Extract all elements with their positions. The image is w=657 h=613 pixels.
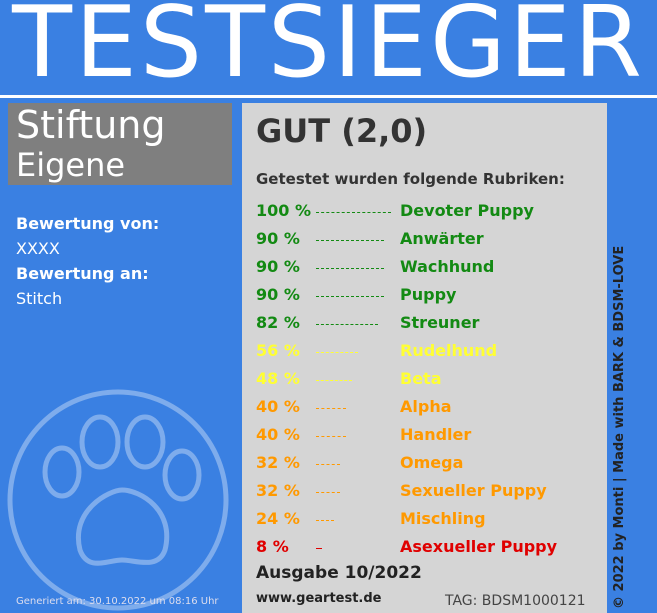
category: Streuner xyxy=(400,313,480,332)
category: Wachhund xyxy=(400,257,495,276)
percent: 48 % xyxy=(256,369,300,388)
divider xyxy=(0,95,657,98)
category: Rudelhund xyxy=(400,341,498,360)
score-dash xyxy=(316,380,352,381)
side-note: © 2022 by Monti | Made with BARK & BDSM-… xyxy=(612,245,627,609)
percent: 24 % xyxy=(256,509,300,528)
generated: Generiert am: 30.10.2022 um 08:16 Uhr xyxy=(16,596,219,607)
category: Beta xyxy=(400,369,442,388)
category: Puppy xyxy=(400,285,457,304)
issue: Ausgabe 10/2022 xyxy=(256,563,422,583)
category: Asexueller Puppy xyxy=(400,537,558,556)
title: TESTSIEGER xyxy=(12,0,645,100)
score-dash xyxy=(316,324,378,325)
result-panel xyxy=(242,103,607,613)
value: XXXX xyxy=(16,239,60,258)
org-box xyxy=(8,103,232,185)
percent: 90 % xyxy=(256,257,300,276)
category: Devoter Puppy xyxy=(400,201,534,220)
category: Handler xyxy=(400,425,472,444)
score-dash xyxy=(316,492,340,493)
percent: 100 % xyxy=(256,201,311,220)
category: Mischling xyxy=(400,509,486,528)
value: Stitch xyxy=(16,289,63,308)
score-dash xyxy=(316,520,334,521)
score-dash xyxy=(316,296,384,297)
percent: 40 % xyxy=(256,425,300,444)
category: Omega xyxy=(400,453,464,472)
percent: 82 % xyxy=(256,313,300,332)
score-dash xyxy=(316,268,384,269)
percent: 32 % xyxy=(256,481,300,500)
percent: 90 % xyxy=(256,285,300,304)
score-dash xyxy=(316,408,346,409)
category: Anwärter xyxy=(400,229,484,248)
score-dash xyxy=(316,548,322,549)
label: Bewertung an: xyxy=(16,264,149,283)
paw-icon xyxy=(7,389,229,611)
score-dash xyxy=(316,212,391,213)
grade: GUT (2,0) xyxy=(256,112,428,150)
score-dash xyxy=(316,436,346,437)
category: Alpha xyxy=(400,397,452,416)
intro: Getestet wurden folgende Rubriken: xyxy=(256,170,565,188)
percent: 32 % xyxy=(256,453,300,472)
score-dash xyxy=(316,352,358,353)
score-dash xyxy=(316,240,384,241)
website: www.geartest.de xyxy=(256,591,382,606)
percent: 90 % xyxy=(256,229,300,248)
tag: TAG: BDSM1000121 xyxy=(445,593,586,609)
org-line: Eigene xyxy=(16,146,126,184)
percent: 40 % xyxy=(256,397,300,416)
percent: 56 % xyxy=(256,341,300,360)
percent: 8 % xyxy=(256,537,289,556)
category: Sexueller Puppy xyxy=(400,481,547,500)
org-line: Stiftung xyxy=(16,103,166,147)
label: Bewertung von: xyxy=(16,214,160,233)
score-dash xyxy=(316,464,340,465)
